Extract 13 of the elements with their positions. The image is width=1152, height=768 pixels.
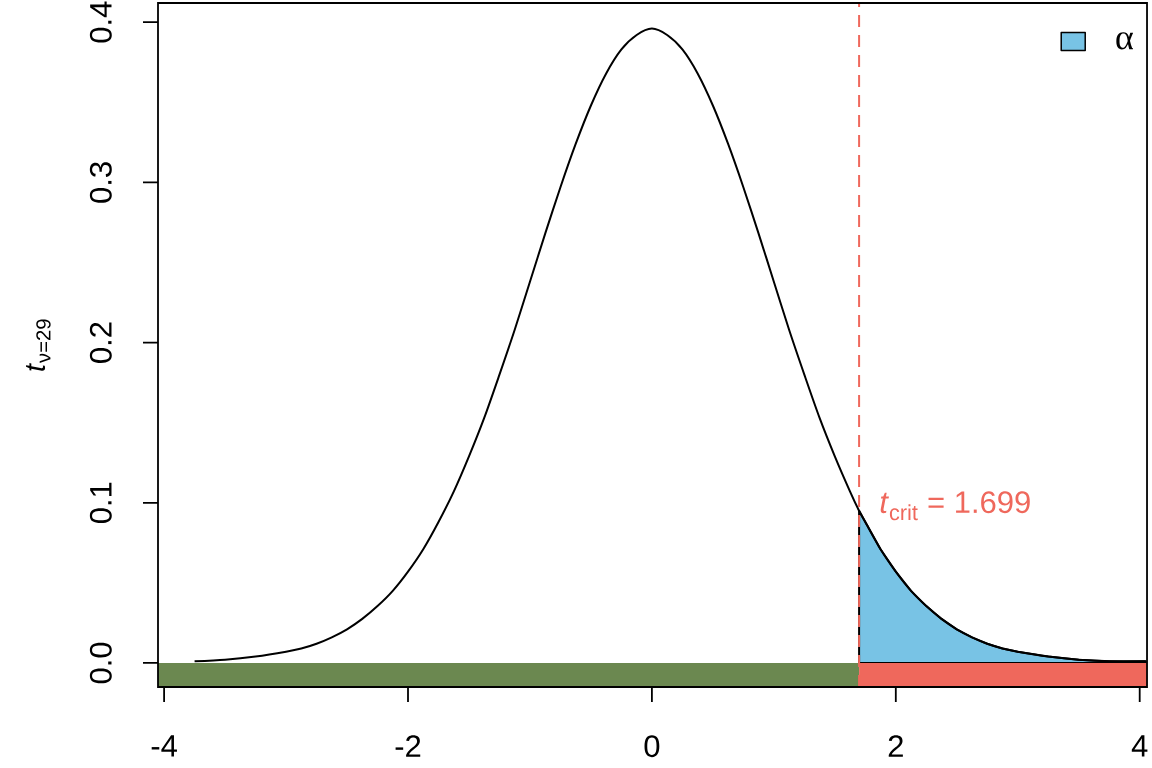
ref-line-label: t$_{crit}$ = 1.699 bbox=[880, 491, 1030, 521]
x-tick-label: 0 bbox=[644, 735, 660, 758]
x-tick-label: 4 bbox=[1131, 735, 1148, 757]
y-axis-title: t$_{ν=29}$ bbox=[26, 319, 51, 371]
y-tick-label: 0.1 bbox=[89, 482, 112, 524]
y-tick-label: 0.0 bbox=[89, 642, 112, 684]
x-tick-label: -4 bbox=[151, 735, 177, 757]
legend-label: α bbox=[1116, 32, 1134, 50]
y-tick-label: 0.4 bbox=[89, 1, 112, 43]
x-tick-label: 2 bbox=[888, 735, 903, 757]
y-tick-label: 0.2 bbox=[89, 322, 112, 363]
x-tick-label: -2 bbox=[395, 735, 421, 757]
y-tick-label: 0.3 bbox=[89, 162, 112, 203]
